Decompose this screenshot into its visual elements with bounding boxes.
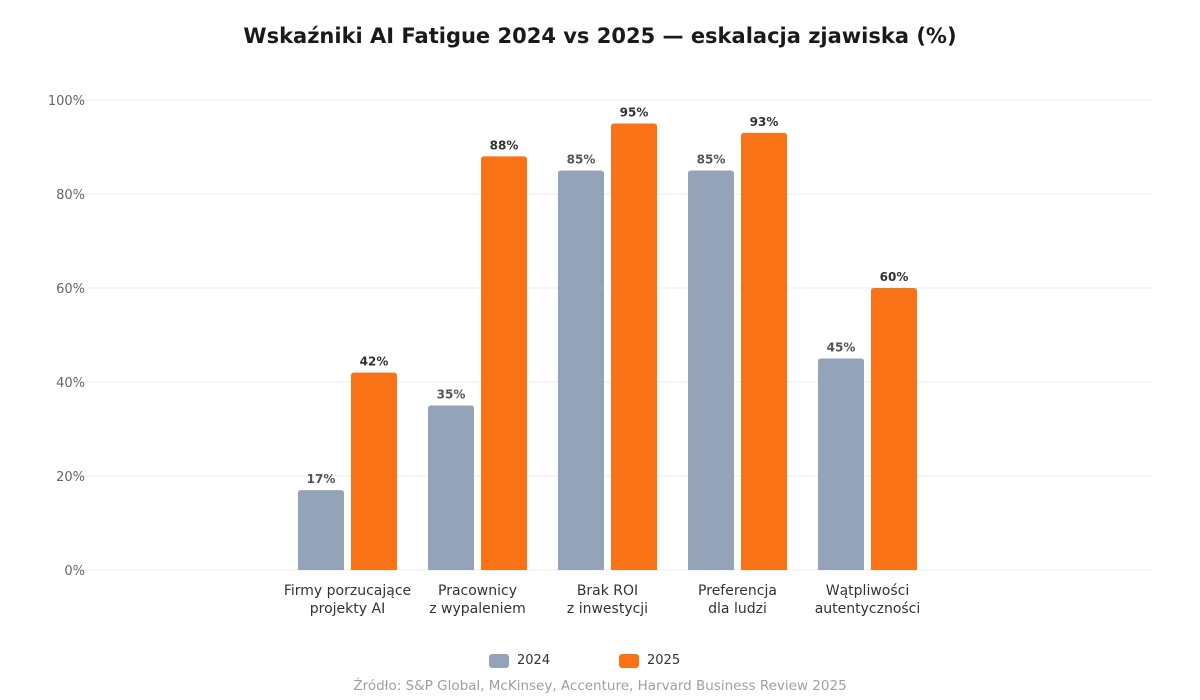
y-tick-label: 0% (64, 564, 85, 579)
data-label: 95% (620, 106, 649, 120)
data-label: 17% (307, 472, 336, 486)
bar-2024-0[interactable] (298, 490, 344, 570)
x-tick-label: Brak ROI z inwestycji (567, 583, 648, 617)
x-tick-label: Firmy porzucające projekty AI (284, 583, 411, 617)
data-label: 42% (360, 355, 389, 369)
bars (298, 123, 917, 571)
bar-2025-1[interactable] (481, 156, 527, 570)
data-label: 60% (880, 270, 909, 284)
data-label: 88% (490, 138, 519, 152)
y-tick-label: 80% (56, 188, 85, 203)
legend-item-2024[interactable]: 2024 (489, 653, 581, 668)
legend: 2024 2025 (0, 653, 1200, 668)
y-axis-ticks: 0% 20% 40% 60% 80% 100% (48, 94, 85, 579)
legend-item-2025[interactable]: 2025 (619, 653, 711, 668)
data-label: 85% (697, 153, 726, 167)
bar-chart: 0% 20% 40% 60% 80% 100% 17% 42% 35% 88% 85% 95% 85%… (48, 94, 1152, 617)
bar-2024-4[interactable] (818, 358, 864, 571)
x-axis-ticks: Firmy porzucające projekty AI Pracownicy z … (284, 583, 920, 617)
data-labels: 17% 42% 35% 88% 85% 95% 85% 93% 45% 60% (307, 106, 909, 487)
bar-2025-3[interactable] (741, 132, 787, 570)
legend-swatch-2024 (489, 653, 509, 668)
data-label: 35% (437, 388, 466, 402)
chart-title: Wskaźniki AI Fatigue 2024 vs 2025 — eska… (243, 24, 957, 48)
source-note: Źródło: S&P Global, McKinsey, Accenture,… (353, 678, 847, 694)
y-tick-label: 20% (56, 470, 85, 485)
bar-2024-3[interactable] (688, 170, 734, 571)
data-label: 45% (827, 341, 856, 355)
bar-2025-0[interactable] (351, 372, 397, 570)
bar-2025-4[interactable] (871, 288, 917, 570)
bar-2024-1[interactable] (428, 405, 474, 571)
x-tick-label: Wątpliwości autentyczności (815, 583, 921, 617)
x-tick-label: Pracownicy z wypaleniem (429, 583, 526, 617)
data-label: 93% (750, 115, 779, 129)
legend-swatch-2025 (619, 653, 639, 668)
bar-2024-2[interactable] (558, 170, 604, 571)
bar-2025-2[interactable] (611, 123, 657, 571)
y-tick-label: 100% (48, 94, 85, 109)
x-tick-label: Preferencja dla ludzi (698, 583, 777, 617)
legend-label-2024: 2024 (517, 653, 551, 668)
legend-label-2025: 2025 (647, 653, 681, 668)
y-tick-label: 40% (56, 376, 85, 391)
data-label: 85% (567, 153, 596, 167)
y-tick-label: 60% (56, 282, 85, 297)
